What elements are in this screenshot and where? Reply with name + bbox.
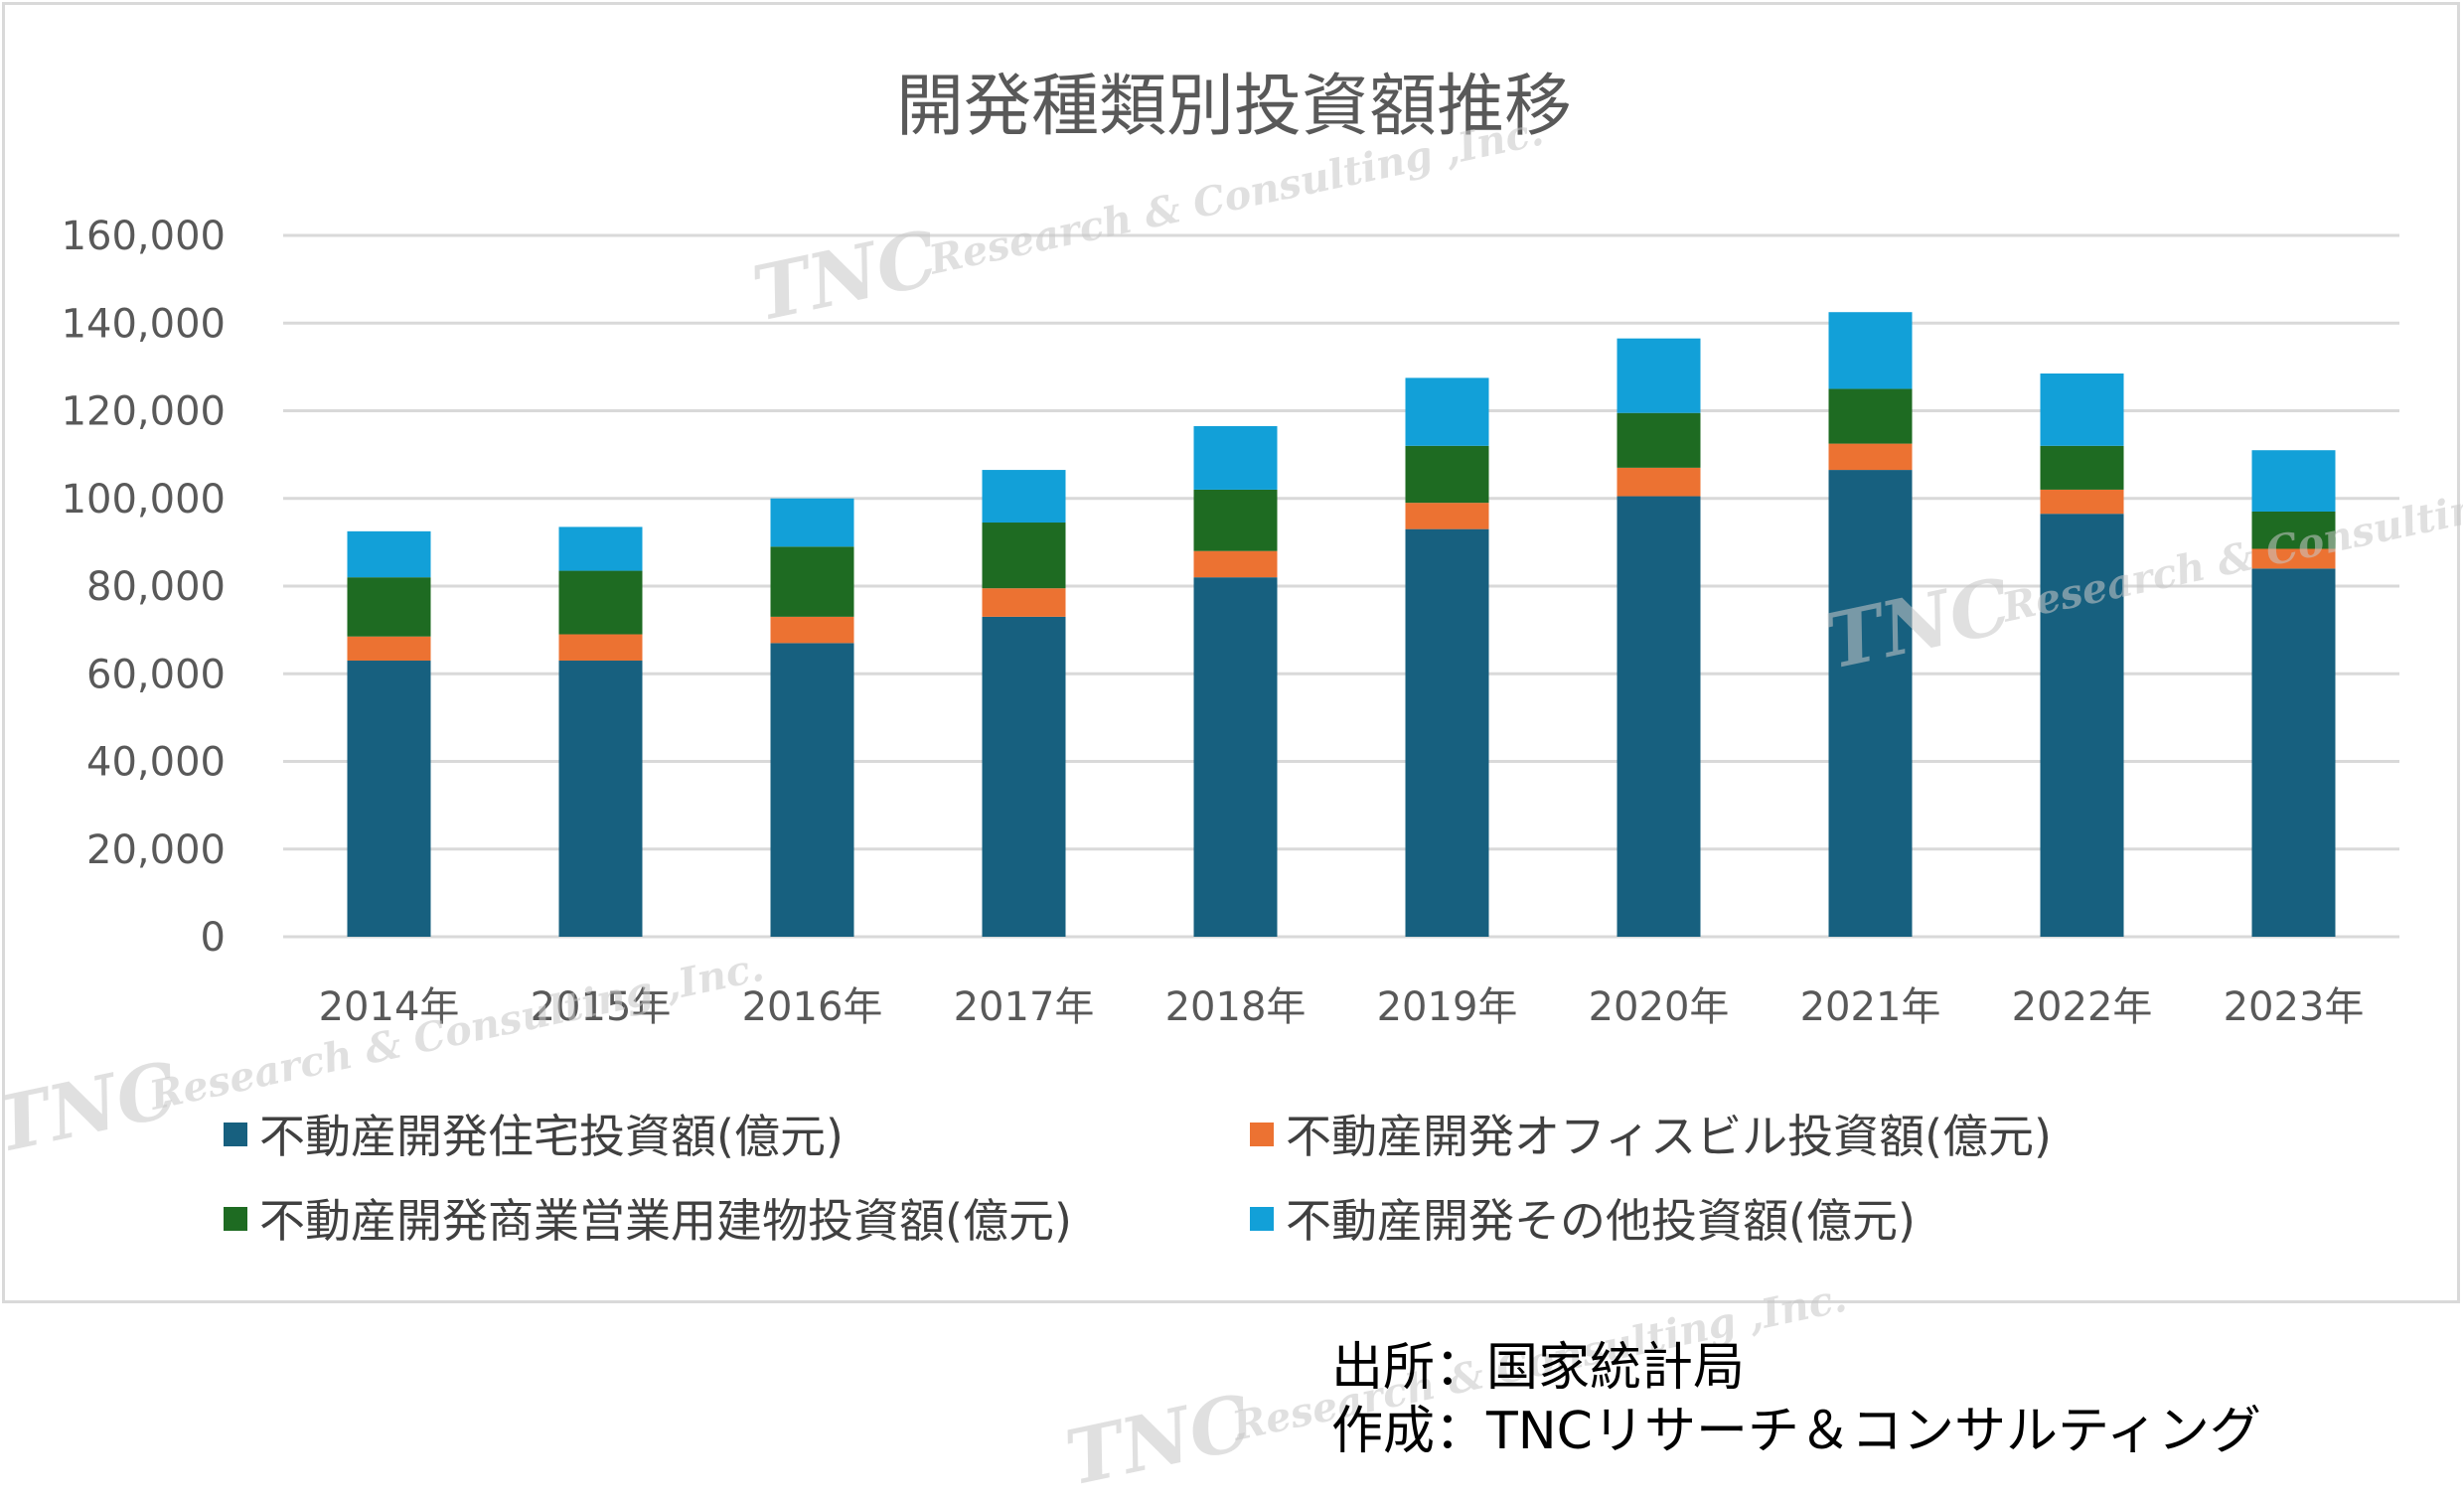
legend-swatch [1250,1207,1274,1231]
bar-segment [1828,470,1913,937]
bar-segment [347,530,431,578]
bar-segment [770,546,854,617]
bar-segment [1193,425,1278,490]
x-tick-label: 2019年 [1377,984,1518,1030]
legend-label: 不動産開発その他投資額(億元) [1286,1194,1916,1248]
x-tick-label: 2020年 [1589,984,1730,1030]
legend-label: 不動産開発住宅投資額(億元) [259,1110,844,1163]
bar-segment [558,570,643,635]
bar-segment [2251,548,2336,569]
bar-segment [1828,388,1913,444]
bar-segment [2251,450,2336,512]
watermark-sub-3: Research & Consulting ,Inc. [145,944,768,1120]
bar-segment [2040,445,2124,490]
bar-segment [347,661,431,937]
legend-swatch [224,1207,247,1231]
bar-segment [1617,496,1701,937]
chart-svg: 開発種類別投資額推移 0 20,000 40,000 60,000 80,000 100,… [5,68,2463,1248]
watermark-main-1: TNC [745,214,945,339]
bar-segment [770,498,854,547]
bar-segment [347,636,431,662]
source-line: 出所：国家統計局 [1331,1338,1746,1398]
bar-segment [2040,514,2124,937]
bar-layer [347,312,2336,937]
x-tick-label: 2018年 [1165,984,1307,1030]
bar-segment [770,616,854,644]
y-tick-label: 40,000 [86,740,226,786]
bar-segment [1617,412,1701,468]
y-tick-label: 0 [201,915,226,961]
axis-layer: 0 20,000 40,000 60,000 80,000 100,000 120,000 1… [62,214,2365,1030]
bar-segment [558,634,643,662]
y-tick-label: 160,000 [62,214,226,259]
x-tick-label: 2023年 [2224,984,2365,1030]
bar-segment [2251,568,2336,937]
legend-label: 不動産開発オフィスビル投資額(億元) [1286,1110,2052,1163]
x-tick-label: 2017年 [954,984,1095,1030]
y-tick-label: 120,000 [62,389,226,435]
bar-segment [1193,489,1278,551]
y-tick-label: 140,000 [62,301,226,347]
bar-segment [1405,528,1489,937]
source-note: 出所：国家統計局 作成：TNCリサーチ＆コンサルティング [1331,1336,2261,1463]
x-tick-label: 2015年 [531,984,672,1030]
bar-segment [2040,489,2124,515]
chart-frame: 開発種類別投資額推移 0 20,000 40,000 60,000 80,000 100,… [2,2,2463,1303]
x-tick-label: 2016年 [742,984,883,1030]
bar-segment [1828,312,1913,389]
bar-segment [982,470,1066,524]
bar-segment [1617,467,1701,497]
legend-swatch [1250,1123,1274,1146]
watermark-main-4: TNC [1058,1378,1258,1498]
chart-title: 開発種類別投資額推移 [896,68,1572,146]
legend-label: 不動産開発商業営業用建物投資額(億元) [259,1194,1072,1248]
x-tick-label: 2014年 [319,984,460,1030]
bar-segment [1405,377,1489,446]
bar-segment [982,523,1066,589]
author-line: 作成：TNCリサーチ＆コンサルティング [1331,1402,2261,1461]
bar-segment [982,616,1066,937]
legend-swatch [224,1123,247,1146]
bar-segment [1193,550,1278,578]
bar-segment [558,526,643,571]
bar-segment [347,577,431,637]
bar-segment [558,661,643,937]
bar-segment [2251,511,2336,549]
bar-segment [1405,503,1489,529]
x-tick-label: 2022年 [2012,984,2153,1030]
bar-segment [770,643,854,937]
y-tick-label: 80,000 [86,564,226,610]
x-tick-label: 2021年 [1800,984,1941,1030]
y-tick-label: 20,000 [86,827,226,873]
legend: 不動産開発住宅投資額(億元) 不動産開発オフィスビル投資額(億元) 不動産開発商業営… [224,1110,2052,1248]
bar-segment [982,588,1066,617]
bar-segment [1405,445,1489,504]
bar-segment [2040,373,2124,446]
bar-segment [1828,443,1913,471]
y-tick-label: 60,000 [86,652,226,697]
bar-segment [1617,338,1701,413]
bar-segment [1193,577,1278,937]
y-tick-label: 100,000 [62,477,226,523]
